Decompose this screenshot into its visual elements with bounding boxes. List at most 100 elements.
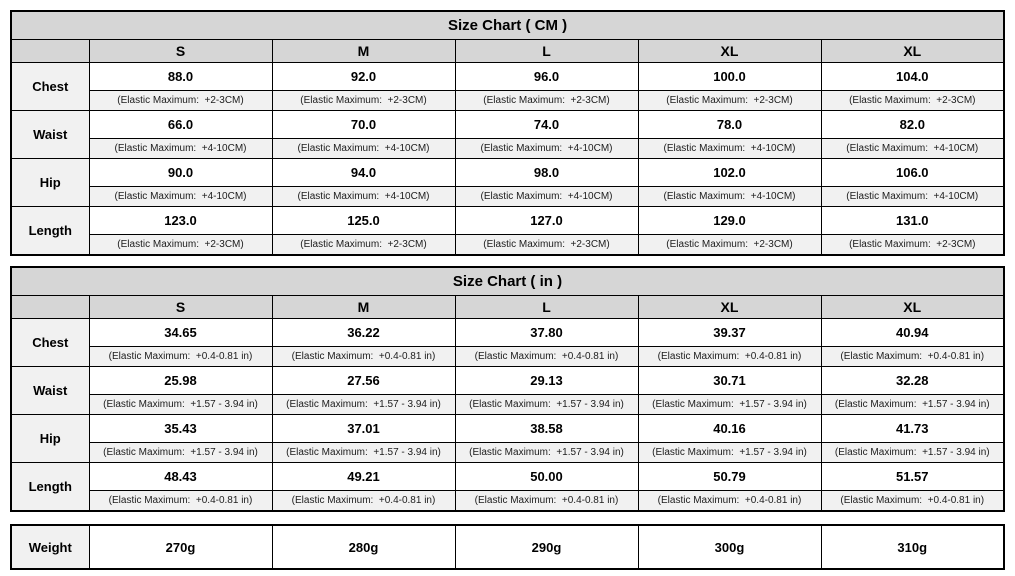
value-cell: 90.0 — [88, 158, 273, 187]
value-cell: 131.0 — [820, 206, 1005, 235]
note-cell: (Elastic Maximum: +2-3CM) — [271, 234, 456, 256]
column-header-s: S — [88, 39, 273, 63]
value-cell: 66.0 — [88, 110, 273, 139]
note-cell: (Elastic Maximum: +4-10CM) — [820, 186, 1005, 207]
note-cell: (Elastic Maximum: +0.4-0.81 in) — [454, 346, 639, 367]
weight-cell-xl2: 310g — [820, 524, 1005, 570]
row-label-waist: Waist — [10, 110, 90, 159]
value-cell: 82.0 — [820, 110, 1005, 139]
note-cell: (Elastic Maximum: +4-10CM) — [820, 138, 1005, 159]
note-cell: (Elastic Maximum: +1.57 - 3.94 in) — [271, 442, 456, 463]
value-cell: 30.71 — [637, 366, 822, 395]
table-title-in: Size Chart ( in ) — [10, 266, 1005, 296]
note-cell: (Elastic Maximum: +0.4-0.81 in) — [88, 490, 273, 512]
note-row-length: (Elastic Maximum: +0.4-0.81 in) (Elastic… — [11, 490, 1005, 512]
note-row-waist: (Elastic Maximum: +4-10CM) (Elastic Maxi… — [11, 138, 1005, 159]
row-label-hip: Hip — [10, 414, 90, 463]
note-row-waist: (Elastic Maximum: +1.57 - 3.94 in) (Elas… — [11, 394, 1005, 415]
note-row-hip: (Elastic Maximum: +4-10CM) (Elastic Maxi… — [11, 186, 1005, 207]
row-label-length: Length — [10, 462, 90, 512]
value-cell: 37.01 — [271, 414, 456, 443]
note-row-length: (Elastic Maximum: +2-3CM) (Elastic Maxim… — [11, 234, 1005, 256]
size-chart-in-table: Size Chart ( in ) S M L XL XL Chest 34.6… — [10, 266, 1005, 512]
value-cell: 41.73 — [820, 414, 1005, 443]
note-cell: (Elastic Maximum: +4-10CM) — [637, 138, 822, 159]
value-cell: 88.0 — [88, 62, 273, 91]
value-cell: 92.0 — [271, 62, 456, 91]
value-cell: 34.65 — [88, 318, 273, 347]
value-cell: 50.00 — [454, 462, 639, 491]
table-row-chest: Chest 88.0 92.0 96.0 100.0 104.0 — [10, 62, 1005, 111]
column-header-xl: XL — [637, 295, 822, 319]
column-header-xl2: XL — [820, 39, 1005, 63]
table-row-hip: Hip 90.0 94.0 98.0 102.0 106.0 — [10, 158, 1005, 207]
weight-cell-xl: 300g — [637, 524, 822, 570]
value-cell: 50.79 — [637, 462, 822, 491]
column-header-m: M — [271, 295, 456, 319]
note-cell: (Elastic Maximum: +2-3CM) — [88, 234, 273, 256]
column-header-m: M — [271, 39, 456, 63]
note-cell: (Elastic Maximum: +1.57 - 3.94 in) — [637, 442, 822, 463]
value-cell: 129.0 — [637, 206, 822, 235]
value-cell: 36.22 — [271, 318, 456, 347]
row-label-chest: Chest — [10, 318, 90, 367]
note-row-chest: (Elastic Maximum: +0.4-0.81 in) (Elastic… — [11, 346, 1005, 367]
table-row-hip: Hip 35.43 37.01 38.58 40.16 41.73 — [10, 414, 1005, 463]
value-cell: 123.0 — [88, 206, 273, 235]
corner-cell — [10, 295, 90, 319]
value-cell: 106.0 — [820, 158, 1005, 187]
table-row-waist: Waist 66.0 70.0 74.0 78.0 82.0 — [10, 110, 1005, 159]
note-cell: (Elastic Maximum: +0.4-0.81 in) — [637, 346, 822, 367]
note-row-chest: (Elastic Maximum: +2-3CM) (Elastic Maxim… — [11, 90, 1005, 111]
value-cell: 29.13 — [454, 366, 639, 395]
weight-table: Weight 270g 280g 290g 300g 310g — [10, 524, 1005, 570]
column-header-l: L — [454, 39, 639, 63]
row-label-chest: Chest — [10, 62, 90, 111]
note-cell: (Elastic Maximum: +0.4-0.81 in) — [88, 346, 273, 367]
row-label-hip: Hip — [10, 158, 90, 207]
column-header-l: L — [454, 295, 639, 319]
note-cell: (Elastic Maximum: +1.57 - 3.94 in) — [88, 394, 273, 415]
value-cell: 96.0 — [454, 62, 639, 91]
note-cell: (Elastic Maximum: +4-10CM) — [637, 186, 822, 207]
note-cell: (Elastic Maximum: +4-10CM) — [454, 186, 639, 207]
value-cell: 32.28 — [820, 366, 1005, 395]
value-cell: 39.37 — [637, 318, 822, 347]
table-title-row: Size Chart ( in ) — [10, 266, 1005, 296]
row-label-length: Length — [10, 206, 90, 256]
note-cell: (Elastic Maximum: +1.57 - 3.94 in) — [88, 442, 273, 463]
value-cell: 125.0 — [271, 206, 456, 235]
value-cell: 100.0 — [637, 62, 822, 91]
note-cell: (Elastic Maximum: +4-10CM) — [88, 138, 273, 159]
note-cell: (Elastic Maximum: +4-10CM) — [454, 138, 639, 159]
value-cell: 37.80 — [454, 318, 639, 347]
weight-cell-m: 280g — [271, 524, 456, 570]
table-row-weight: Weight 270g 280g 290g 300g 310g — [10, 524, 1005, 570]
note-cell: (Elastic Maximum: +0.4-0.81 in) — [820, 346, 1005, 367]
value-cell: 127.0 — [454, 206, 639, 235]
table-title-cm: Size Chart ( CM ) — [10, 10, 1005, 40]
note-cell: (Elastic Maximum: +4-10CM) — [271, 138, 456, 159]
value-cell: 38.58 — [454, 414, 639, 443]
value-cell: 51.57 — [820, 462, 1005, 491]
table-title-row: Size Chart ( CM ) — [10, 10, 1005, 40]
note-cell: (Elastic Maximum: +4-10CM) — [271, 186, 456, 207]
column-header-row: S M L XL XL — [10, 39, 1005, 63]
note-cell: (Elastic Maximum: +0.4-0.81 in) — [454, 490, 639, 512]
value-cell: 70.0 — [271, 110, 456, 139]
value-cell: 49.21 — [271, 462, 456, 491]
column-header-s: S — [88, 295, 273, 319]
value-cell: 102.0 — [637, 158, 822, 187]
column-header-xl: XL — [637, 39, 822, 63]
row-label-waist: Waist — [10, 366, 90, 415]
note-cell: (Elastic Maximum: +4-10CM) — [88, 186, 273, 207]
weight-cell-l: 290g — [454, 524, 639, 570]
note-cell: (Elastic Maximum: +1.57 - 3.94 in) — [820, 442, 1005, 463]
value-cell: 98.0 — [454, 158, 639, 187]
note-cell: (Elastic Maximum: +1.57 - 3.94 in) — [454, 394, 639, 415]
note-cell: (Elastic Maximum: +0.4-0.81 in) — [820, 490, 1005, 512]
size-chart-cm-table: Size Chart ( CM ) S M L XL XL Chest 88.0… — [10, 10, 1006, 256]
table-row-length: Length 123.0 125.0 127.0 129.0 131.0 — [10, 206, 1005, 256]
value-cell: 35.43 — [88, 414, 273, 443]
note-cell: (Elastic Maximum: +1.57 - 3.94 in) — [271, 394, 456, 415]
